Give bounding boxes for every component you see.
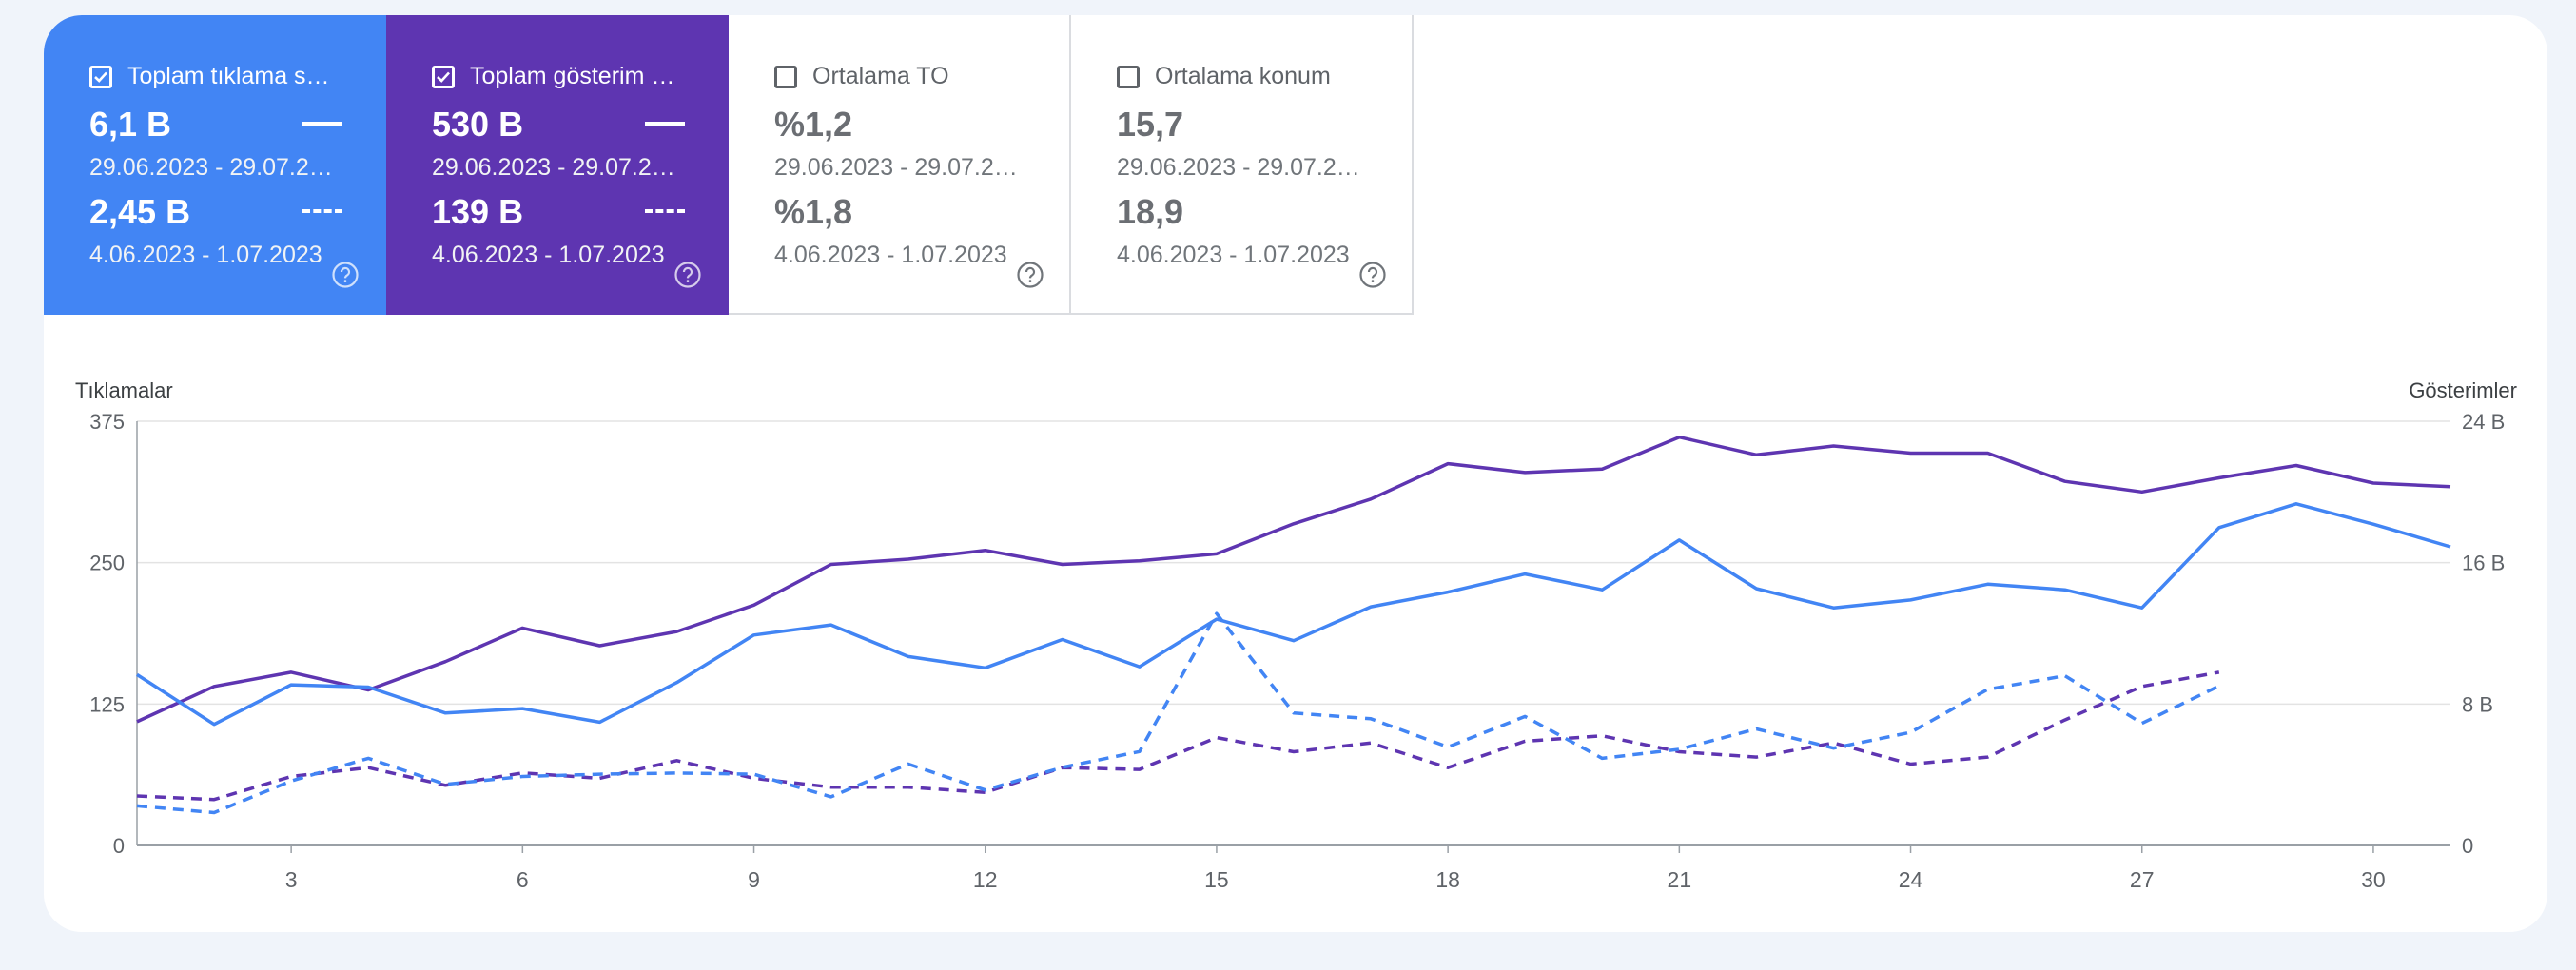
dashed-line-legend-icon [645, 209, 685, 213]
x-tick-label: 15 [1204, 867, 1229, 892]
line-chart[interactable]: Tıklamalar Gösterimler 0 0 125 8 B 250 16 B 375 2… [44, 353, 2547, 904]
checkbox-icon[interactable] [89, 65, 112, 88]
x-tick-label: 18 [1435, 867, 1460, 892]
help-circle-icon[interactable] [1358, 261, 1387, 289]
x-tick-label: 6 [517, 867, 529, 892]
metric-card-impressions[interactable]: Toplam gösterim … 530 B 29.06.2023 - 29.… [386, 15, 729, 315]
checkbox-icon[interactable] [432, 65, 455, 88]
y-tick-right-label: 16 B [2462, 552, 2505, 575]
x-tick-label: 3 [285, 867, 298, 892]
current-value: 6,1 B [89, 105, 172, 144]
help-circle-icon[interactable] [673, 261, 702, 289]
card-title: Ortalama TO [812, 63, 949, 89]
card-title: Ortalama konum [1155, 63, 1331, 89]
performance-chart: Tıklamalar Gösterimler 0 0 125 8 B 250 16 B 375 2… [44, 353, 2547, 904]
previous-range: 4.06.2023 - 1.07.2023 [432, 242, 665, 268]
y-tick-right-label: 24 B [2462, 410, 2505, 434]
series-line-3 [136, 670, 2220, 802]
x-tick-label: 12 [973, 867, 998, 892]
current-range: 29.06.2023 - 29.07.2… [432, 154, 675, 181]
card-header: Toplam tıklama s… [89, 63, 330, 90]
y-tick-left-label: 0 [113, 834, 125, 858]
previous-value: 2,45 B [89, 192, 191, 231]
series-line-1 [136, 435, 2451, 724]
current-range: 29.06.2023 - 29.07.2… [89, 154, 333, 181]
x-tick-label: 30 [2361, 867, 2386, 892]
y-axis-left-title: Tıklamalar [75, 378, 173, 402]
y-tick-right-label: 8 B [2462, 692, 2493, 716]
help-circle-icon[interactable] [1016, 261, 1044, 289]
previous-value: %1,8 [774, 192, 853, 231]
checkbox-icon[interactable] [1117, 65, 1140, 88]
x-tick-label: 24 [1899, 867, 1923, 892]
performance-panel: Toplam tıklama s… 6,1 B 29.06.2023 - 29.… [44, 15, 2547, 932]
current-value: %1,2 [774, 105, 853, 144]
x-tick-label: 9 [748, 867, 760, 892]
x-tick-label: 21 [1668, 867, 1692, 892]
checkbox-icon[interactable] [774, 65, 797, 88]
x-tick-label: 27 [2130, 867, 2155, 892]
metric-card-clicks[interactable]: Toplam tıklama s… 6,1 B 29.06.2023 - 29.… [44, 15, 386, 315]
current-range: 29.06.2023 - 29.07.2… [774, 154, 1018, 181]
y-tick-left-label: 250 [89, 552, 125, 575]
current-value: 15,7 [1117, 105, 1184, 144]
previous-range: 4.06.2023 - 1.07.2023 [89, 242, 322, 268]
previous-value: 139 B [432, 192, 524, 231]
card-title: Toplam gösterim … [470, 63, 675, 89]
current-value: 530 B [432, 105, 524, 144]
card-header: Ortalama konum [1117, 63, 1331, 90]
card-header: Ortalama TO [774, 63, 949, 90]
series-line-2 [136, 502, 2451, 727]
y-tick-left-label: 375 [89, 410, 125, 434]
previous-value: 18,9 [1117, 192, 1184, 231]
card-header: Toplam gösterim … [432, 63, 674, 90]
help-circle-icon[interactable] [331, 261, 360, 289]
solid-line-legend-icon [645, 122, 685, 126]
current-range: 29.06.2023 - 29.07.2… [1117, 154, 1360, 181]
metric-cards: Toplam tıklama s… 6,1 B 29.06.2023 - 29.… [44, 15, 1414, 315]
previous-range: 4.06.2023 - 1.07.2023 [1117, 242, 1350, 268]
dashed-line-legend-icon [302, 209, 342, 213]
previous-range: 4.06.2023 - 1.07.2023 [774, 242, 1007, 268]
solid-line-legend-icon [302, 122, 342, 126]
metric-card-position[interactable]: Ortalama konum 15,7 29.06.2023 - 29.07.2… [1071, 15, 1414, 315]
card-title: Toplam tıklama s… [127, 63, 330, 89]
y-tick-right-label: 0 [2462, 834, 2473, 858]
metric-card-ctr[interactable]: Ortalama TO %1,2 29.06.2023 - 29.07.2… %… [729, 15, 1071, 315]
y-axis-right-title: Gösterimler [2409, 378, 2517, 402]
y-tick-left-label: 125 [89, 692, 125, 716]
